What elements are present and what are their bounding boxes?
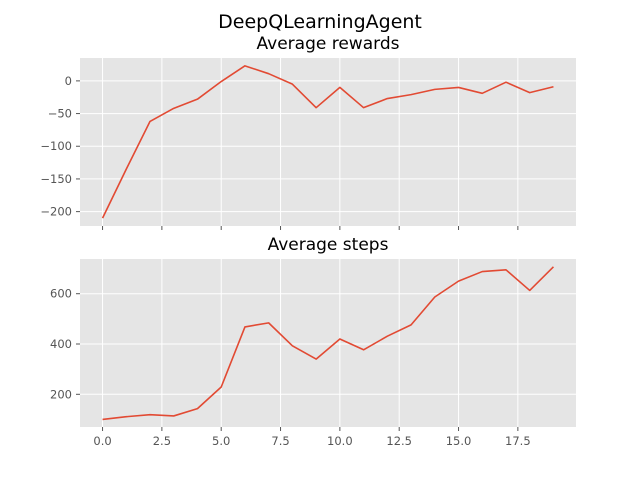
steps-gridlines bbox=[80, 259, 576, 427]
steps-plot-area bbox=[80, 259, 576, 427]
steps-ytick-label: 600 bbox=[50, 287, 72, 301]
steps-xtick-label: 0.0 bbox=[93, 434, 111, 448]
steps-xtick-label: 2.5 bbox=[153, 434, 171, 448]
rewards-tick-labels: 0 −50 −100 −150 −200 bbox=[40, 74, 519, 230]
steps-xtick-label: 7.5 bbox=[271, 434, 289, 448]
steps-ytick-label: 200 bbox=[50, 387, 72, 401]
figure-suptitle: DeepQLearningAgent bbox=[218, 11, 422, 33]
rewards-plot-area bbox=[80, 58, 576, 226]
steps-panel: 0.0 2.5 5.0 7.5 10.0 12.5 15.0 17.5 200 400 600 Av… bbox=[50, 235, 576, 448]
steps-ytick-label: 400 bbox=[50, 337, 72, 351]
steps-tick-labels: 0.0 2.5 5.0 7.5 10.0 12.5 15.0 17.5 200 400 600 bbox=[50, 287, 531, 448]
rewards-gridlines bbox=[80, 58, 576, 226]
steps-xtick-label: 15.0 bbox=[446, 434, 472, 448]
rewards-title: Average rewards bbox=[257, 34, 400, 54]
steps-xtick-label: 12.5 bbox=[386, 434, 412, 448]
steps-xtick-label: 10.0 bbox=[327, 434, 353, 448]
steps-xtick-label: 5.0 bbox=[212, 434, 230, 448]
rewards-panel: 0 −50 −100 −150 −200 Average rewards bbox=[40, 34, 576, 230]
steps-title: Average steps bbox=[268, 235, 389, 255]
steps-series-line bbox=[102, 266, 555, 421]
rewards-ytick-label: 0 bbox=[65, 74, 72, 88]
steps-xtick-label: 17.5 bbox=[505, 434, 531, 448]
rewards-ytick-label: −100 bbox=[40, 139, 72, 153]
rewards-ytick-label: −200 bbox=[40, 205, 72, 219]
rewards-ytick-label: −50 bbox=[48, 107, 72, 121]
rewards-ytick-label: −150 bbox=[40, 172, 72, 186]
rewards-series-line bbox=[101, 65, 554, 219]
